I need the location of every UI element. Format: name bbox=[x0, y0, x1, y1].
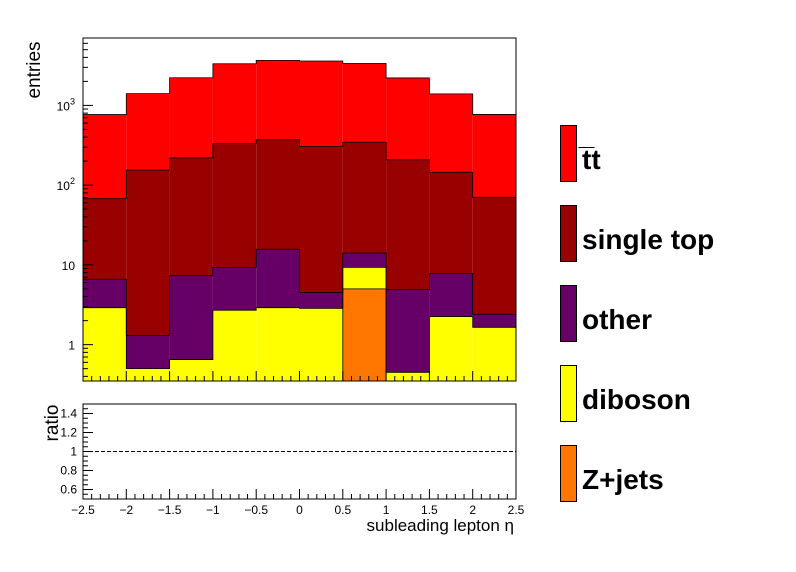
bar-other-bin-6 bbox=[342, 252, 387, 268]
bar-single-top-bin-9 bbox=[472, 197, 516, 315]
outline-single-top bbox=[83, 139, 516, 200]
x-tick-label: −1 bbox=[206, 503, 220, 517]
main-y-tick-label: 1 bbox=[68, 339, 75, 353]
x-tick-label: 0.5 bbox=[334, 503, 351, 517]
bar-other-bin-2 bbox=[169, 275, 213, 360]
bar-ttbar-bin-5 bbox=[299, 60, 343, 147]
x-tick-label: −1.5 bbox=[158, 503, 182, 517]
bar-diboson-bin-1 bbox=[126, 368, 170, 381]
bar-ttbar-bin-8 bbox=[429, 93, 473, 173]
x-tick-label: −2.5 bbox=[71, 503, 95, 517]
bar-ttbar-bin-6 bbox=[342, 63, 387, 143]
bar-diboson-bin-5 bbox=[299, 308, 343, 381]
outline-other bbox=[83, 248, 516, 336]
bar-single-top-bin-6 bbox=[342, 142, 387, 253]
main-y-tick-label: 102 bbox=[57, 176, 75, 193]
main-y-axis-title: entries bbox=[24, 41, 45, 98]
ratio-plot-frame bbox=[82, 403, 517, 500]
ratio-y-axis-title: ratio bbox=[42, 405, 63, 442]
bar-single-top-bin-0 bbox=[83, 198, 127, 280]
legend-label-ttbar: t̅t bbox=[582, 144, 601, 175]
ratio-plot-panel: 0.6 0.8 1 1.2 1.4 −2.5 −2 −1.5 −1 −0.5 0 0.5 1 1.5 2 2.… bbox=[60, 403, 525, 517]
bar-diboson-bin-6 bbox=[342, 267, 387, 289]
bar-ttbar-bin-9 bbox=[472, 114, 516, 198]
legend-swatch-diboson bbox=[560, 365, 577, 422]
main-axis-ticks: 1 10 102 103 bbox=[57, 37, 517, 381]
ratio-y-tick-label: 1.2 bbox=[60, 426, 77, 440]
bar-other-bin-5 bbox=[299, 292, 343, 309]
bar-diboson-bin-9 bbox=[472, 327, 516, 381]
bar-diboson-bin-8 bbox=[429, 316, 473, 381]
bar-ttbar-bin-3 bbox=[212, 63, 257, 144]
x-tick-label: −2 bbox=[119, 503, 133, 517]
bar-diboson-bin-3 bbox=[212, 310, 257, 381]
ratio-y-tick-label: 1.4 bbox=[60, 407, 77, 421]
bar-ttbar-bin-0 bbox=[83, 114, 127, 199]
bar-other-bin-7 bbox=[386, 289, 430, 373]
x-tick-label: 1 bbox=[383, 503, 390, 517]
x-tick-label: −0.5 bbox=[244, 503, 268, 517]
x-axis-title: subleading lepton η bbox=[367, 516, 514, 535]
legend-label-single-top: single top bbox=[582, 224, 715, 255]
x-tick-label: 2.5 bbox=[508, 503, 525, 517]
bar-single-top-bin-7 bbox=[386, 159, 430, 290]
legend-label-zjets: Z+jets bbox=[582, 464, 664, 495]
bar-other-bin-4 bbox=[256, 249, 300, 308]
bar-ttbar-bin-7 bbox=[386, 77, 430, 160]
bar-single-top-bin-4 bbox=[256, 139, 300, 250]
ratio-axis-ticks: 0.6 0.8 1 1.2 1.4 −2.5 −2 −1.5 −1 −0.5 0 0.5 1 1.5 2 2.… bbox=[60, 403, 525, 517]
bar-ttbar-bin-1 bbox=[126, 93, 170, 171]
stacked-histogram bbox=[83, 59, 516, 382]
outline-ttbar bbox=[83, 59, 516, 115]
ratio-y-tick-label: 0.8 bbox=[60, 464, 77, 478]
bar-other-bin-8 bbox=[429, 273, 473, 317]
bar-ttbar-bin-4 bbox=[256, 60, 300, 140]
bar-ttbar-bin-2 bbox=[169, 77, 213, 158]
bar-single-top-bin-1 bbox=[126, 170, 170, 336]
ratio-y-tick-label: 1 bbox=[70, 445, 77, 459]
outline-diboson bbox=[83, 267, 516, 373]
bar-single-top-bin-5 bbox=[299, 146, 343, 293]
bar-other-bin-0 bbox=[83, 279, 127, 308]
bar-other-bin-3 bbox=[212, 267, 257, 311]
legend-swatch-other bbox=[560, 285, 577, 342]
bar-single-top-bin-3 bbox=[212, 143, 257, 268]
bar-diboson-bin-7 bbox=[386, 372, 430, 381]
main-plot-panel: 1 10 102 103 bbox=[57, 37, 517, 382]
main-y-tick-label: 10 bbox=[62, 259, 76, 273]
bar-z-jets-bin-6 bbox=[342, 288, 387, 381]
x-tick-label: 0 bbox=[296, 503, 303, 517]
bar-single-top-bin-2 bbox=[169, 157, 213, 276]
legend-swatch-single-top bbox=[560, 205, 577, 262]
ratio-y-tick-label: 0.6 bbox=[60, 483, 77, 497]
legend-label-diboson: diboson bbox=[582, 384, 691, 415]
bar-other-bin-9 bbox=[472, 314, 516, 328]
main-y-tick-label: 103 bbox=[57, 96, 75, 113]
main-plot-frame bbox=[82, 37, 517, 382]
legend-label-other: other bbox=[582, 304, 652, 335]
bar-diboson-bin-4 bbox=[256, 307, 300, 381]
bar-single-top-bin-8 bbox=[429, 172, 473, 274]
bar-diboson-bin-2 bbox=[169, 359, 213, 381]
x-tick-label: 2 bbox=[469, 503, 476, 517]
legend-swatch-ttbar bbox=[560, 125, 577, 182]
bar-other-bin-1 bbox=[126, 335, 170, 369]
x-tick-label: 1.5 bbox=[421, 503, 438, 517]
legend-swatch-zjets bbox=[560, 445, 577, 502]
